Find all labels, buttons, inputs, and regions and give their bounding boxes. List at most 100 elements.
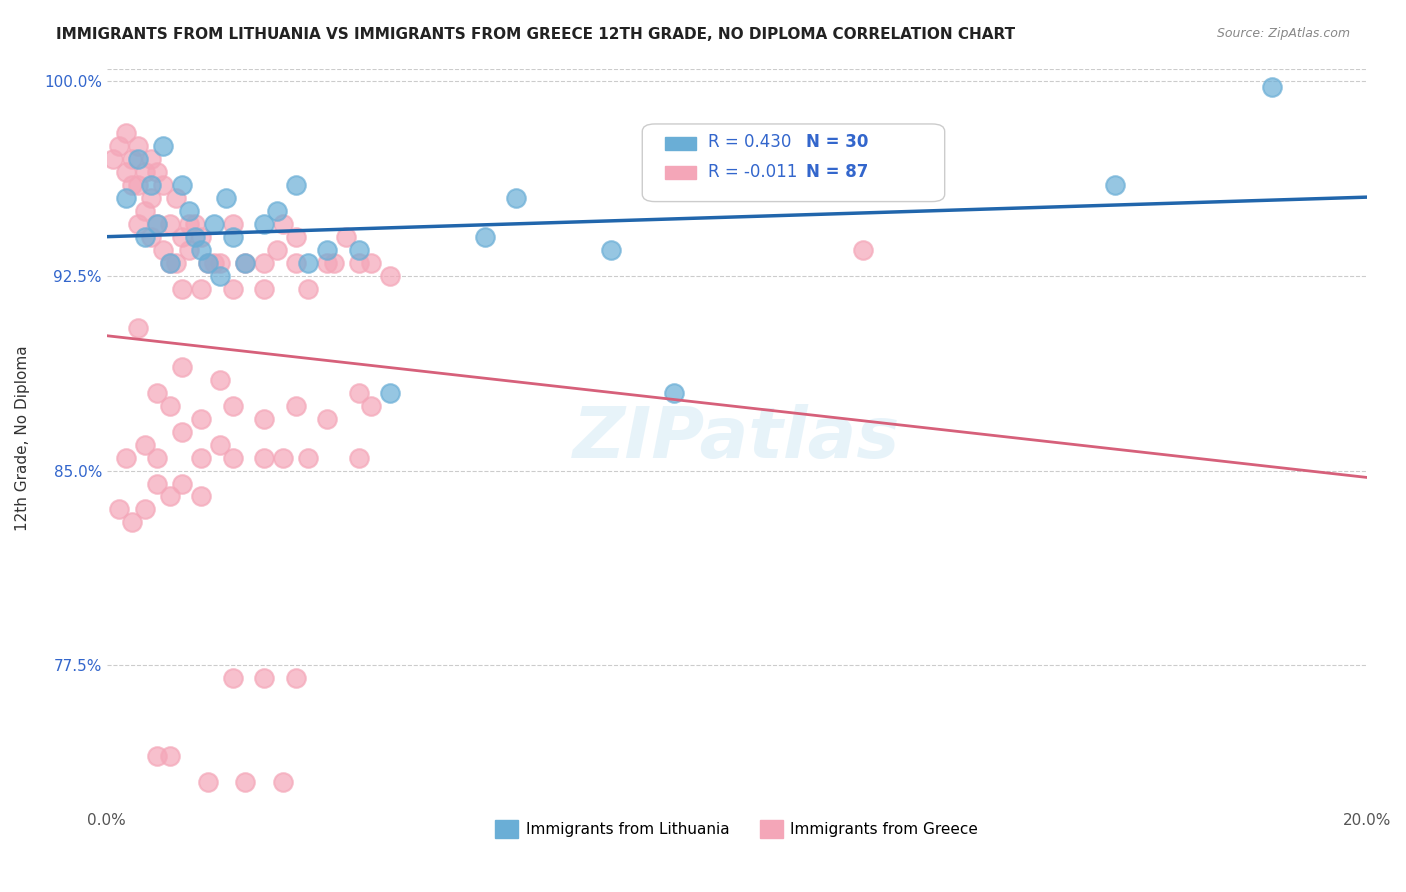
Point xyxy=(253,450,276,465)
Point xyxy=(152,139,174,153)
Point xyxy=(172,178,194,193)
Point xyxy=(347,243,370,257)
Point xyxy=(165,256,187,270)
Point xyxy=(284,178,307,193)
Point xyxy=(108,139,131,153)
Point xyxy=(139,230,162,244)
Point xyxy=(347,385,370,400)
Point xyxy=(127,321,149,335)
Point xyxy=(284,399,307,413)
Point xyxy=(172,230,194,244)
Point xyxy=(235,256,257,270)
Point xyxy=(235,774,257,789)
Point xyxy=(235,256,257,270)
Point xyxy=(177,243,200,257)
Point xyxy=(222,671,245,685)
Point xyxy=(139,178,162,193)
Point xyxy=(360,256,382,270)
Point xyxy=(297,282,319,296)
Point xyxy=(101,153,124,167)
Point xyxy=(121,178,143,193)
Point xyxy=(474,230,496,244)
Point xyxy=(114,165,136,179)
Point xyxy=(253,282,276,296)
Point xyxy=(215,191,238,205)
Point xyxy=(360,399,382,413)
Point xyxy=(284,230,307,244)
Point xyxy=(146,450,169,465)
Point xyxy=(146,165,169,179)
Point xyxy=(297,256,319,270)
Point xyxy=(380,385,402,400)
Point xyxy=(266,204,288,219)
Point xyxy=(222,282,245,296)
Point xyxy=(197,774,219,789)
Point xyxy=(190,243,212,257)
Point xyxy=(146,385,169,400)
Text: ZIPatlas: ZIPatlas xyxy=(574,404,900,473)
Point xyxy=(159,490,181,504)
Point xyxy=(271,450,294,465)
Point xyxy=(165,191,187,205)
Point xyxy=(159,256,181,270)
Point xyxy=(177,217,200,231)
Point xyxy=(335,230,357,244)
Point xyxy=(127,217,149,231)
Point xyxy=(139,191,162,205)
Point xyxy=(134,204,156,219)
Point xyxy=(1261,79,1284,94)
Text: Source: ZipAtlas.com: Source: ZipAtlas.com xyxy=(1216,27,1350,40)
Text: IMMIGRANTS FROM LITHUANIA VS IMMIGRANTS FROM GREECE 12TH GRADE, NO DIPLOMA CORRE: IMMIGRANTS FROM LITHUANIA VS IMMIGRANTS … xyxy=(56,27,1015,42)
Point xyxy=(316,243,339,257)
Point xyxy=(159,748,181,763)
Point xyxy=(190,230,212,244)
FancyBboxPatch shape xyxy=(665,166,696,179)
Point xyxy=(347,256,370,270)
Text: R = -0.011: R = -0.011 xyxy=(707,163,797,181)
Point xyxy=(209,437,232,451)
Point xyxy=(152,243,174,257)
Point xyxy=(253,217,276,231)
Point xyxy=(222,450,245,465)
Point xyxy=(127,139,149,153)
Point xyxy=(146,476,169,491)
Point xyxy=(271,217,294,231)
Point xyxy=(316,256,339,270)
Point xyxy=(209,256,232,270)
Point xyxy=(146,217,169,231)
Point xyxy=(190,490,212,504)
Point xyxy=(316,411,339,425)
Point xyxy=(184,217,207,231)
Point xyxy=(209,373,232,387)
Point xyxy=(253,671,276,685)
Point xyxy=(159,217,181,231)
Y-axis label: 12th Grade, No Diploma: 12th Grade, No Diploma xyxy=(15,345,30,531)
Point xyxy=(134,502,156,516)
Point xyxy=(271,774,294,789)
FancyBboxPatch shape xyxy=(643,124,945,202)
Point xyxy=(127,153,149,167)
Point xyxy=(380,268,402,283)
Point xyxy=(253,411,276,425)
Point xyxy=(222,399,245,413)
Point xyxy=(152,178,174,193)
Point xyxy=(134,437,156,451)
Point xyxy=(190,282,212,296)
Point xyxy=(599,243,621,257)
Point xyxy=(172,425,194,439)
Text: N = 30: N = 30 xyxy=(806,134,869,152)
Point xyxy=(197,256,219,270)
Point xyxy=(662,385,685,400)
Point xyxy=(222,230,245,244)
Point xyxy=(852,243,875,257)
Point xyxy=(114,127,136,141)
Point xyxy=(172,359,194,374)
Point xyxy=(209,268,232,283)
Point xyxy=(190,450,212,465)
Point xyxy=(134,165,156,179)
Point xyxy=(297,450,319,465)
Point xyxy=(190,411,212,425)
Point xyxy=(146,217,169,231)
Point xyxy=(1104,178,1126,193)
Text: R = 0.430: R = 0.430 xyxy=(707,134,792,152)
